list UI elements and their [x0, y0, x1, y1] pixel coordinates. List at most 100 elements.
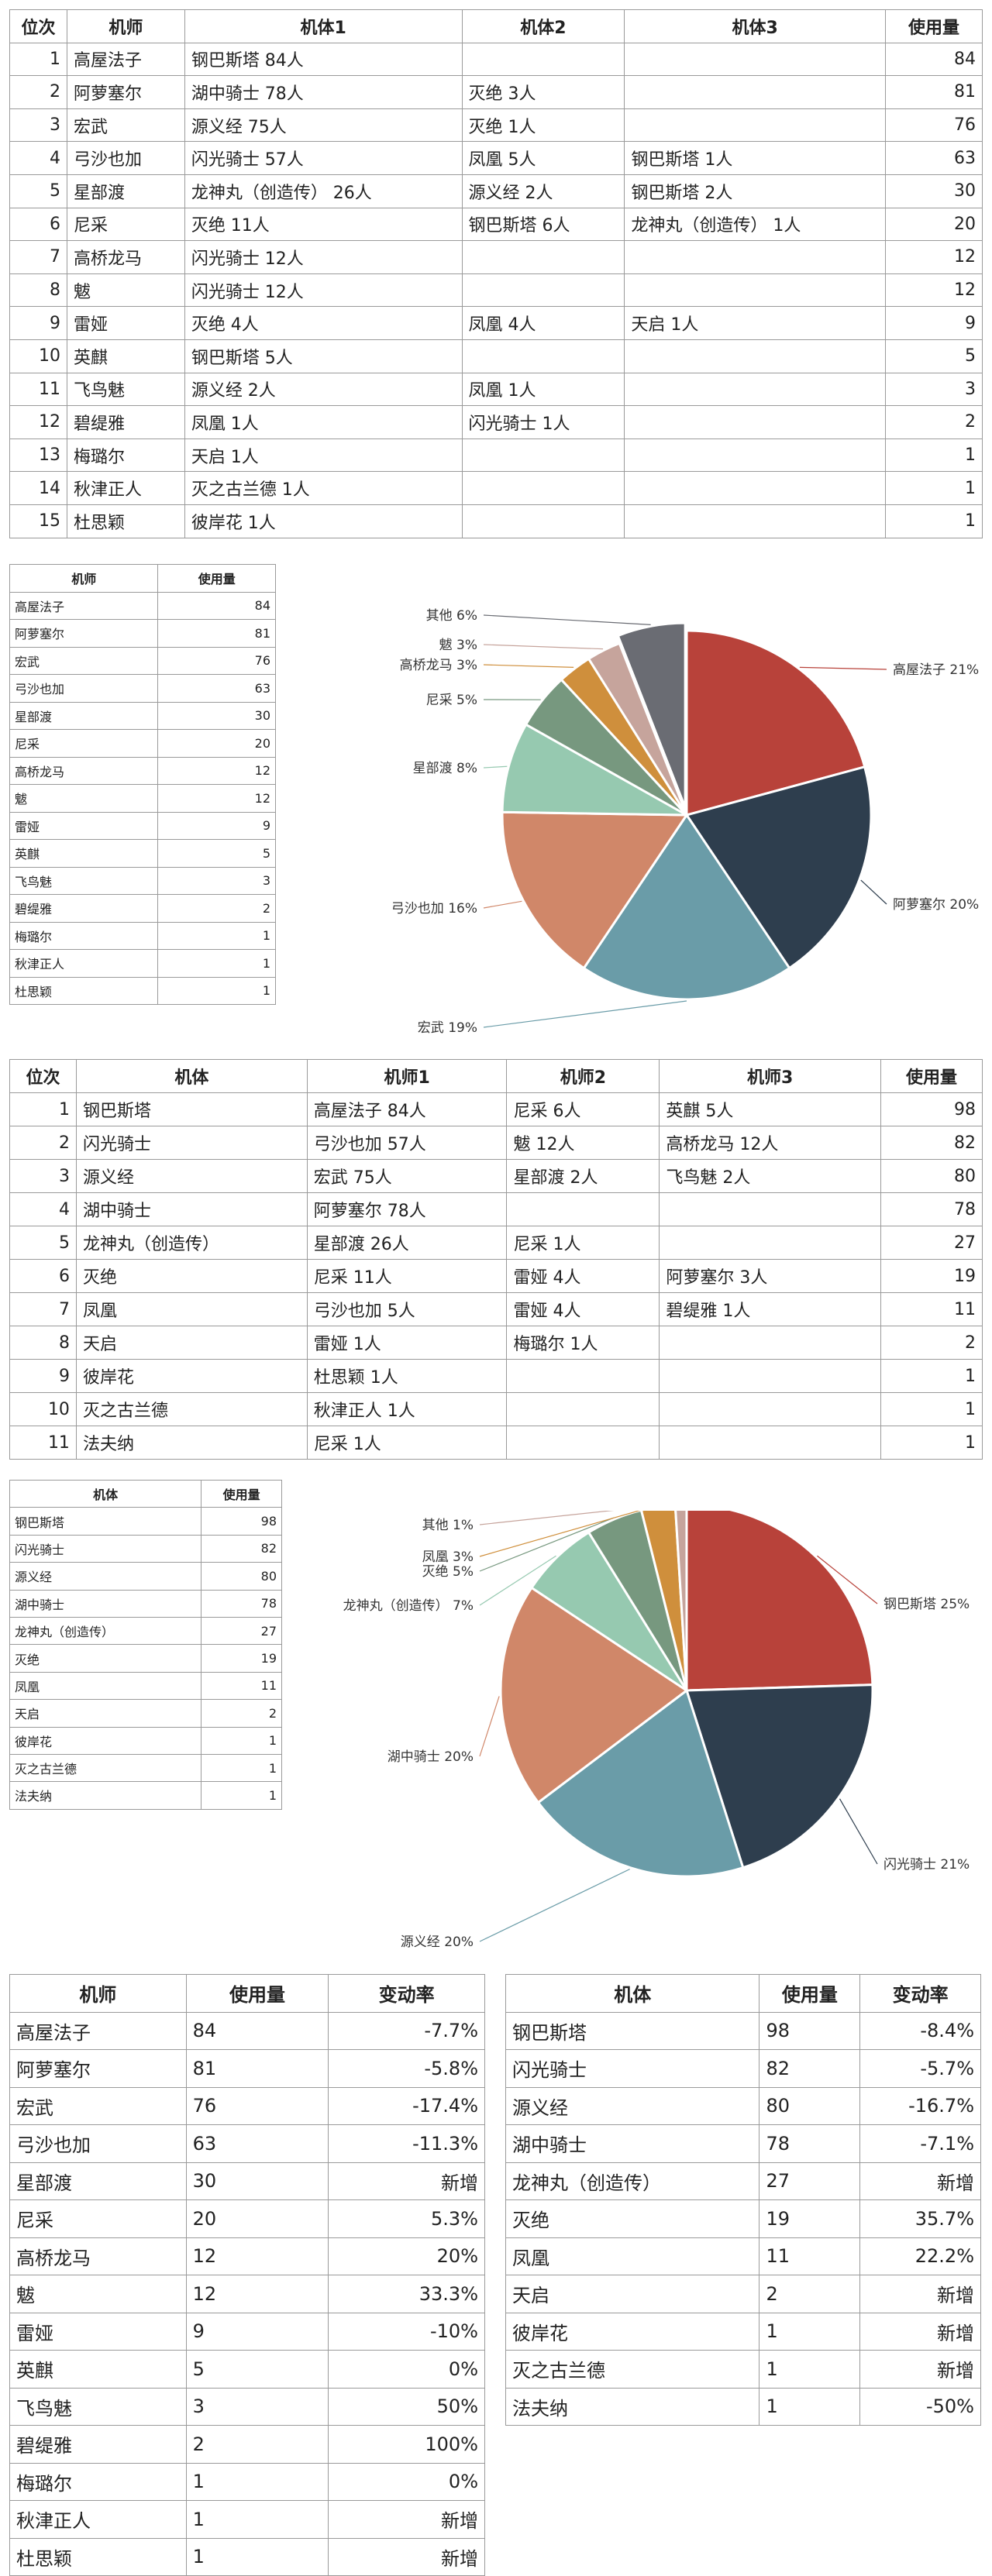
table-cell [660, 1360, 881, 1393]
table-cell: 12 [10, 406, 67, 439]
table-cell [462, 504, 625, 538]
table-cell: 10 [10, 339, 67, 373]
pie-leader-line [484, 645, 603, 649]
table-cell: 源义经 2人 [462, 174, 625, 208]
table-cell: 灭绝 [506, 2200, 760, 2238]
table-cell: -10% [329, 2313, 485, 2351]
table-cell [462, 339, 625, 373]
table-cell: 阿萝塞尔 3人 [660, 1260, 881, 1293]
table-cell: 78 [760, 2125, 860, 2163]
table-cell: 阿萝塞尔 78人 [307, 1193, 507, 1226]
table-cell: 84 [886, 43, 983, 76]
column-header: 使用量 [881, 1060, 983, 1093]
table-cell: -5.7% [860, 2050, 981, 2088]
table-cell: 龙神丸（创造传） [506, 2162, 760, 2200]
table-cell: 76 [886, 108, 983, 142]
column-header: 机体2 [462, 10, 625, 43]
table-cell: 灭绝 1人 [462, 108, 625, 142]
table-cell: 高桥龙马 12人 [660, 1126, 881, 1160]
table-cell: 飞鸟魅 [67, 373, 184, 406]
table-cell: 63 [186, 2125, 329, 2163]
pilot-share-pie-chart: 高屋法子 21%阿萝塞尔 20%宏武 19%弓沙也加 16%星部渡 8%尼采 5… [364, 597, 984, 1046]
table-cell: 1 [881, 1360, 983, 1393]
table-cell: 2 [881, 1326, 983, 1360]
table-cell: 1 [881, 1426, 983, 1460]
table-cell: 源义经 [506, 2087, 760, 2125]
table-cell: 20 [186, 2200, 329, 2238]
pie-slice-label: 高屋法子 21% [893, 662, 979, 678]
table-cell: 4 [10, 1193, 77, 1226]
table-cell: 19 [881, 1260, 983, 1293]
pie-leader-line [484, 766, 507, 768]
table-cell: 1 [881, 1393, 983, 1426]
table-cell: 魃 [67, 273, 184, 307]
table-cell: 飞鸟魅 2人 [660, 1160, 881, 1193]
table-cell: 魃 [10, 2275, 187, 2313]
table-cell: 81 [158, 620, 276, 648]
table-cell: 新增 [860, 2313, 981, 2351]
pie-slice-label: 星部渡 8% [413, 761, 477, 776]
table-cell: 彼岸花 1人 [184, 504, 462, 538]
table-cell: 碧缇雅 [10, 895, 158, 923]
table-cell: 高屋法子 [10, 592, 158, 620]
table-cell: 闪光骑士 [76, 1126, 307, 1160]
table-cell: 6 [10, 1260, 77, 1293]
table-cell: 源义经 [10, 1563, 202, 1590]
table-cell [660, 1326, 881, 1360]
table-cell: 2 [158, 895, 276, 923]
table-cell: 78 [202, 1590, 282, 1617]
pie-slice-label: 龙神丸（创造传） 7% [343, 1598, 474, 1614]
table-cell: 2 [186, 2426, 329, 2464]
table-cell: 星部渡 [10, 702, 158, 730]
table-cell: 梅璐尔 1人 [507, 1326, 660, 1360]
table-cell: 凤凰 [10, 1672, 202, 1699]
table-cell: 76 [186, 2087, 329, 2125]
table-cell: 2 [886, 406, 983, 439]
table-cell: 1 [186, 2463, 329, 2501]
table-cell: 钢巴斯塔 2人 [625, 174, 886, 208]
table-cell: 9 [158, 812, 276, 840]
table-cell: 雷娅 4人 [507, 1260, 660, 1293]
table-cell: 天启 [506, 2275, 760, 2313]
table-cell: 高屋法子 [10, 2012, 187, 2050]
table-cell: 2 [10, 1126, 77, 1160]
machine-share-pie-chart: 钢巴斯塔 25%闪光骑士 21%源义经 20%湖中骑士 20%龙神丸（创造传） … [326, 1511, 984, 1960]
table-cell: 5 [186, 2351, 329, 2389]
table-cell: 灭之古兰德 [10, 1754, 202, 1781]
pie-leader-line [480, 1696, 499, 1756]
table-cell [507, 1193, 660, 1226]
table-cell: 灭之古兰德 [76, 1393, 307, 1426]
table-cell: 50% [329, 2388, 485, 2426]
table-cell: 魃 12人 [507, 1126, 660, 1160]
table-cell: 秋津正人 [10, 2501, 187, 2539]
pie-slice-label: 尼采 5% [426, 693, 477, 708]
table-cell: 1 [886, 504, 983, 538]
table-cell: 尼采 1人 [507, 1226, 660, 1260]
table-cell: 27 [202, 1617, 282, 1644]
table-cell: 天启 [10, 1700, 202, 1727]
table-cell: 法夫纳 [76, 1426, 307, 1460]
table-cell: 碧缇雅 [10, 2426, 187, 2464]
table-cell: 闪光骑士 57人 [184, 142, 462, 175]
table-cell: 82 [881, 1126, 983, 1160]
table-cell: 12 [186, 2275, 329, 2313]
table-cell: 弓沙也加 [10, 2125, 187, 2163]
table-cell [625, 504, 886, 538]
pie-slice-label: 阿萝塞尔 20% [893, 897, 979, 913]
table-cell: 11 [760, 2237, 860, 2275]
table-cell: 杜思颖 [10, 977, 158, 1005]
